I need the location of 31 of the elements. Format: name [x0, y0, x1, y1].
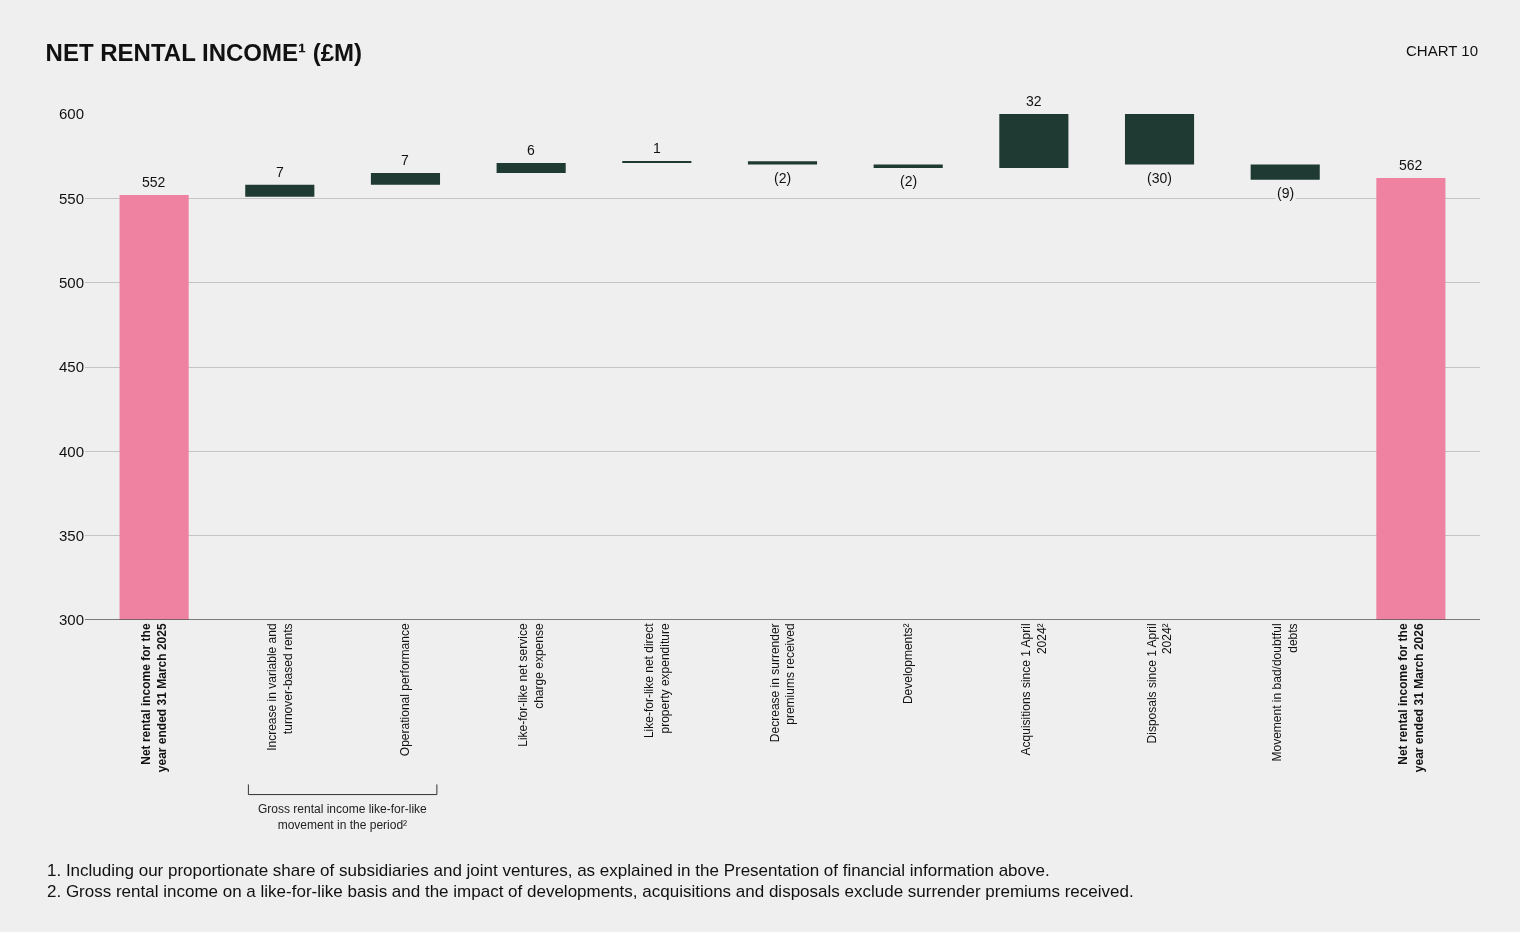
data-label: 552 — [142, 174, 166, 190]
x-tick-label: Developments² — [901, 623, 916, 705]
x-tick-label: Operational performance — [398, 623, 413, 757]
x-tick-label: Like-for-like net service charge expense — [516, 623, 546, 747]
x-tick-label: Decrease in surrender premiums received — [767, 623, 798, 743]
x-tick-label: Acquisitions since 1 April 2024² — [1018, 623, 1049, 756]
data-label: (30) — [1147, 170, 1172, 186]
y-tick-label: 500 — [58, 273, 84, 291]
data-label: 7 — [401, 152, 409, 168]
data-label: (2) — [774, 170, 792, 186]
data-label: (9) — [1277, 185, 1295, 201]
y-tick-label: 550 — [58, 189, 84, 207]
y-tick-label: 400 — [58, 442, 84, 460]
text: 2. Gross rental income on a like-for-like basis and the impact of developments, acquisitions and disposals exclude surrender premiums received. — [47, 882, 1134, 901]
caption: CHART 10 — [1406, 42, 1478, 59]
text: 1. Including our proportionate share of subsidiaries and joint ventures, as explained in the Presentation of financial information above. — [47, 861, 1050, 880]
data-label: 32 — [1026, 93, 1042, 109]
chart-title: NET RENTAL INCOME¹ (£M) — [45, 39, 363, 67]
y-tick-label: 300 — [58, 611, 84, 629]
x-tick-label: Net rental income for the year ended 31 March 2025 — [139, 623, 169, 773]
text: Gross rental income like-for-like movement in the period² — [258, 802, 428, 832]
y-tick-label: 450 — [58, 358, 84, 376]
data-label: 6 — [527, 142, 535, 158]
data-label: (2) — [900, 173, 918, 189]
y-tick-label: 350 — [58, 526, 84, 544]
x-tick-label: Disposals since 1 April 2024² — [1144, 623, 1175, 744]
data-label: 7 — [276, 164, 284, 180]
data-label: 1 — [653, 140, 661, 156]
y-tick-label: 600 — [58, 105, 84, 123]
data-label: 562 — [1399, 157, 1423, 173]
x-tick-label: Movement in bad/doubtful debts — [1270, 623, 1300, 762]
